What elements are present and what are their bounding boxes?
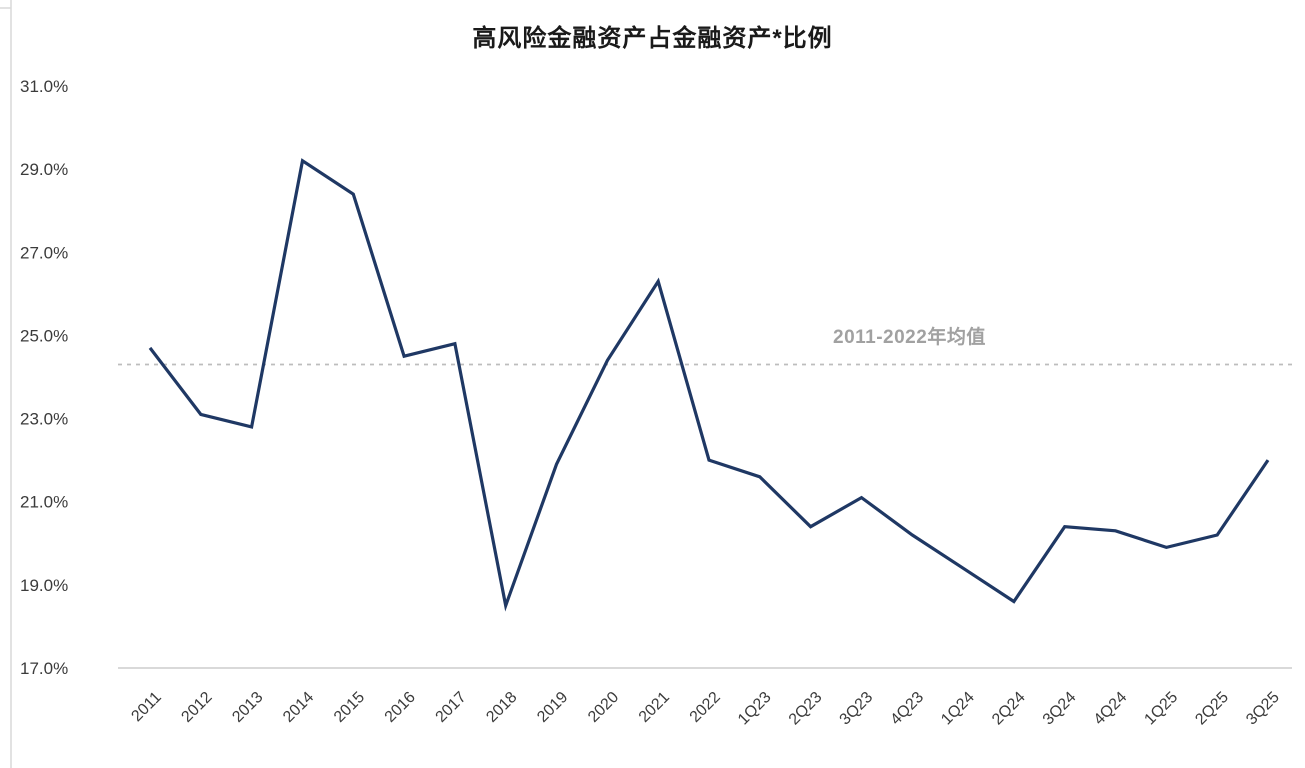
chart-title: 高风险金融资产占金融资产*比例 (472, 25, 833, 52)
x-axis-tick-label: 2015 (331, 689, 368, 726)
x-axis-tick-label: 4Q24 (1091, 689, 1131, 729)
average-line-label: 2011-2022年均值 (833, 327, 986, 348)
x-axis-tick-label: 2022 (687, 689, 724, 726)
x-axis-tick-label: 2020 (585, 689, 622, 726)
data-series-line (148, 158, 1270, 612)
x-axis-tick-label: 2011 (128, 689, 164, 725)
x-axis-tick-label: 2016 (382, 689, 419, 726)
x-axis-tick-label: 1Q25 (1141, 689, 1181, 729)
x-axis-tick-label: 1Q23 (735, 689, 775, 729)
x-axis-tick-label: 2Q23 (786, 689, 826, 729)
x-axis-tick-label: 3Q23 (837, 689, 877, 729)
x-axis-tick-label: 3Q25 (1243, 689, 1283, 729)
x-axis-tick-label: 2018 (483, 689, 520, 726)
x-axis-tick-label: 2017 (433, 689, 470, 726)
y-axis-tick-label: 17.0% (20, 659, 68, 678)
y-axis-tick-label: 19.0% (20, 576, 68, 595)
x-axis-tick-label: 2014 (280, 689, 317, 726)
x-axis-tick-label: 3Q24 (1040, 689, 1080, 729)
x-axis-tick-label: 2021 (636, 689, 673, 726)
y-axis-tick-label: 31.0% (20, 77, 68, 96)
x-axis-tick-label: 2Q25 (1192, 689, 1232, 729)
x-axis-tick-label: 4Q23 (887, 689, 927, 729)
x-axis-tick-label: 2Q24 (989, 689, 1029, 729)
y-axis-tick-label: 25.0% (20, 326, 68, 345)
x-axis-tick-label: 2019 (534, 689, 571, 726)
y-axis-tick-label: 23.0% (20, 410, 68, 429)
y-axis-tick-label: 21.0% (20, 493, 68, 512)
x-axis-tick-label: 1Q24 (938, 689, 978, 729)
x-axis-tick-label: 2012 (178, 689, 215, 726)
y-axis-tick-label: 27.0% (20, 243, 68, 262)
x-axis-tick-label: 2013 (229, 689, 266, 726)
y-axis-tick-label: 29.0% (20, 160, 68, 179)
